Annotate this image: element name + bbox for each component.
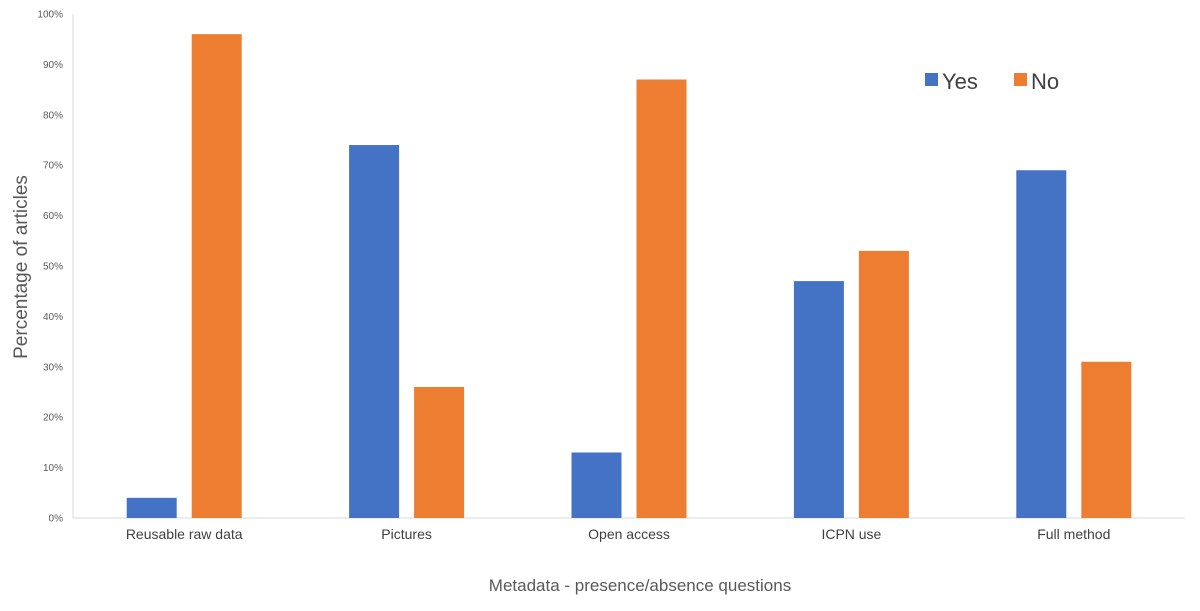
x-tick-label: Open access bbox=[588, 526, 670, 542]
bar-no-5 bbox=[1081, 361, 1132, 518]
y-tick-label: 30% bbox=[43, 362, 63, 373]
x-tick-label: Pictures bbox=[381, 526, 432, 542]
y-tick-label: 10% bbox=[43, 463, 63, 474]
bar-no-3 bbox=[636, 79, 687, 519]
legend: Yes No bbox=[925, 69, 1059, 94]
y-tick-label: 70% bbox=[43, 161, 63, 172]
legend-label-no: No bbox=[1031, 69, 1059, 94]
bar-yes-3 bbox=[571, 452, 622, 518]
y-tick-label: 50% bbox=[43, 262, 63, 273]
y-tick-label: 60% bbox=[43, 211, 63, 222]
bar-yes-2 bbox=[349, 145, 400, 519]
x-tick-label: Full method bbox=[1037, 526, 1110, 542]
y-tick-label: 20% bbox=[43, 413, 63, 424]
y-tick-label: 80% bbox=[43, 110, 63, 121]
y-tick-label: 90% bbox=[43, 60, 63, 71]
legend-swatch-yes bbox=[925, 73, 938, 86]
x-tick-label: Reusable raw data bbox=[126, 526, 243, 542]
legend-swatch-no bbox=[1014, 73, 1027, 86]
bars bbox=[126, 34, 1132, 519]
bar-no-2 bbox=[414, 386, 465, 518]
bar-no-1 bbox=[191, 34, 242, 518]
x-tick-label: ICPN use bbox=[821, 526, 881, 542]
bar-yes-4 bbox=[793, 281, 844, 518]
legend-label-yes: Yes bbox=[942, 69, 978, 94]
bar-yes-5 bbox=[1016, 170, 1067, 519]
bar-yes-1 bbox=[126, 497, 177, 518]
y-tick-label: 40% bbox=[43, 312, 63, 323]
y-tick-label: 0% bbox=[49, 514, 64, 525]
y-axis-title: Percentage of articles bbox=[11, 175, 32, 359]
bar-no-4 bbox=[858, 250, 909, 518]
y-axis: 0% 10% 20% 30% 40% 50% 60% 70% 80% 90% 100% bbox=[37, 10, 74, 525]
x-axis-title: Metadata - presence/absence questions bbox=[489, 576, 791, 595]
x-axis: Reusable raw data Pictures Open access ICPN… bbox=[73, 517, 1185, 542]
y-tick-label: 100% bbox=[37, 10, 63, 21]
